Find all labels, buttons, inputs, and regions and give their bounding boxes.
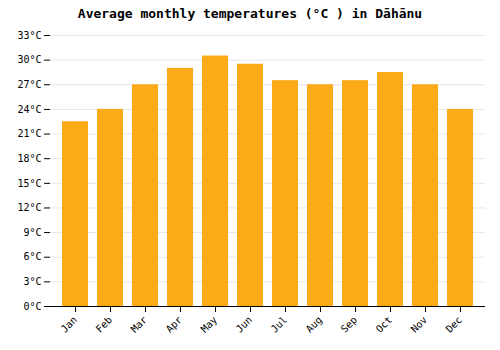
svg-text:May: May: [199, 314, 220, 335]
svg-text:Oct: Oct: [374, 314, 395, 335]
svg-text:6°C: 6°C: [23, 251, 41, 262]
svg-text:Sep: Sep: [339, 314, 360, 335]
svg-text:Dec: Dec: [444, 314, 465, 335]
svg-text:9°C: 9°C: [23, 227, 41, 238]
svg-text:Apr: Apr: [164, 314, 185, 335]
svg-text:18°C: 18°C: [17, 153, 41, 164]
svg-text:24°C: 24°C: [17, 104, 41, 115]
svg-text:Feb: Feb: [94, 314, 115, 335]
svg-text:21°C: 21°C: [17, 128, 41, 139]
html-text:Average monthly temperatures (: Average monthly temperatures (°C ) in Dā…: [77, 6, 423, 21]
svg-text:Jul: Jul: [269, 314, 290, 335]
svg-text:Mar: Mar: [129, 314, 150, 335]
svg-text:30°C: 30°C: [17, 54, 41, 65]
svg-text:3°C: 3°C: [23, 276, 41, 287]
svg-text:Jan: Jan: [59, 314, 80, 335]
svg-text:Jun: Jun: [234, 314, 255, 335]
svg-text:12°C: 12°C: [17, 202, 41, 213]
svg-text:0°C: 0°C: [23, 301, 41, 312]
svg-text:27°C: 27°C: [17, 79, 41, 90]
svg-text:Aug: Aug: [304, 314, 325, 335]
svg-text:15°C: 15°C: [17, 178, 41, 189]
svg-text:33°C: 33°C: [17, 30, 41, 41]
svg-text:Nov: Nov: [409, 314, 430, 335]
